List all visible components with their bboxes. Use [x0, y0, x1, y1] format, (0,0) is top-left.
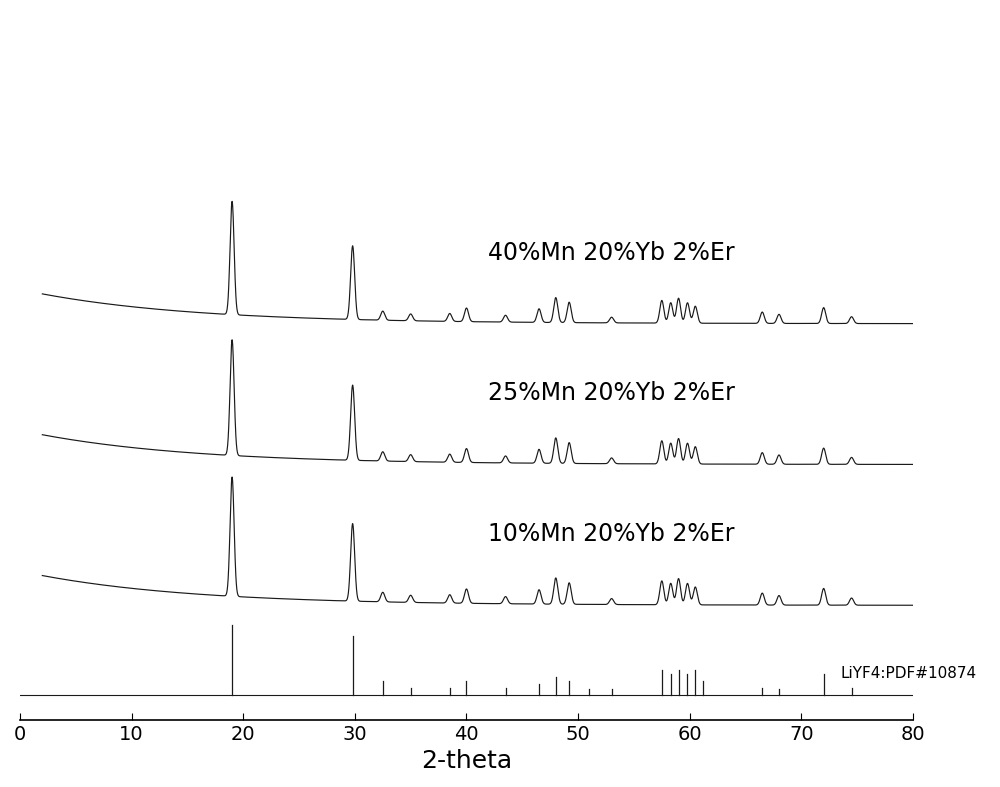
Text: 40%Mn 20%Yb 2%Er: 40%Mn 20%Yb 2%Er [488, 241, 735, 264]
Text: LiYF4:PDF#10874: LiYF4:PDF#10874 [840, 666, 977, 681]
Text: 25%Mn 20%Yb 2%Er: 25%Mn 20%Yb 2%Er [488, 382, 735, 405]
X-axis label: 2-theta: 2-theta [421, 749, 512, 773]
Text: 10%Mn 20%Yb 2%Er: 10%Mn 20%Yb 2%Er [488, 523, 735, 546]
